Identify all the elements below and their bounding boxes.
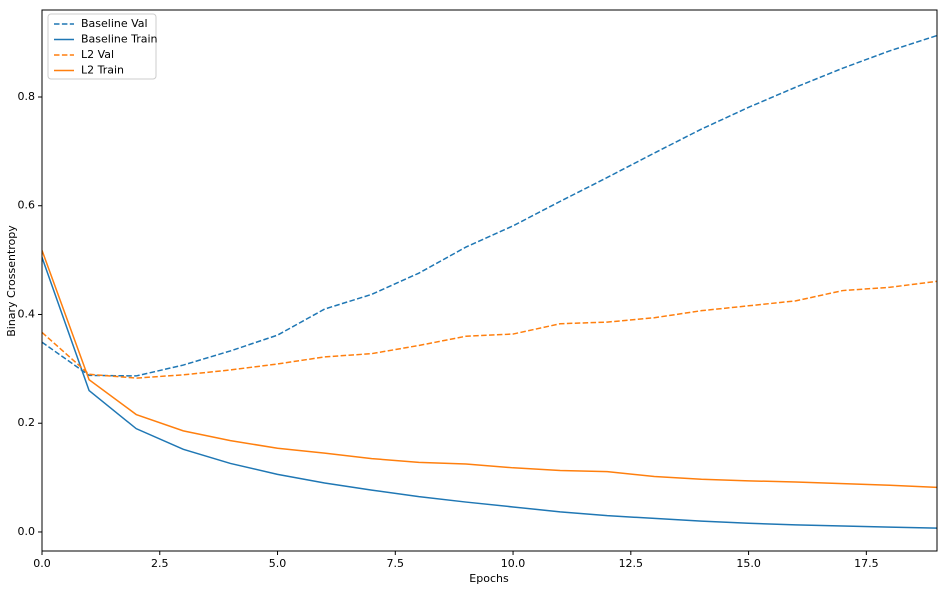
x-axis-label: Epochs <box>469 572 509 585</box>
x-tick-label: 17.5 <box>854 557 879 570</box>
y-tick-label: 0.2 <box>18 416 36 429</box>
y-tick-label: 0.4 <box>18 307 36 320</box>
legend-box <box>47 13 157 80</box>
legend-label: L2 Val <box>81 48 114 61</box>
legend-label: Baseline Val <box>81 17 148 30</box>
x-tick-label: 10.0 <box>501 557 526 570</box>
y-tick-label: 0.0 <box>18 525 36 538</box>
line-series <box>42 250 937 489</box>
plot-frame <box>41 9 938 552</box>
y-axis-label: Binary Crossentropy <box>5 225 18 337</box>
x-tick-label: 0.0 <box>33 557 51 570</box>
x-tick-label: 7.5 <box>387 557 405 570</box>
line-series <box>42 34 937 377</box>
x-tick-label: 15.0 <box>736 557 761 570</box>
x-tick-label: 2.5 <box>151 557 169 570</box>
x-tick-label: 12.5 <box>619 557 644 570</box>
y-tick-label: 0.8 <box>18 90 36 103</box>
line-series <box>42 280 937 379</box>
legend-label: L2 Train <box>81 64 124 77</box>
line-series <box>42 257 937 529</box>
legend-label: Baseline Train <box>81 33 158 46</box>
x-tick-label: 5.0 <box>269 557 287 570</box>
y-tick-label: 0.6 <box>18 199 36 212</box>
